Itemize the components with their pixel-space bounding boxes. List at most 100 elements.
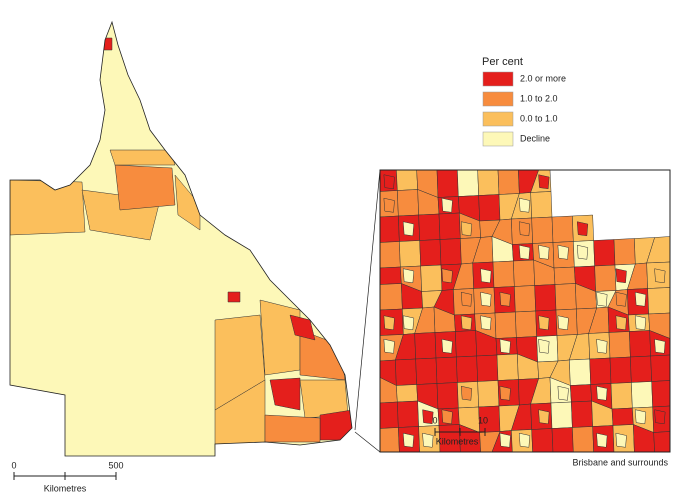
scale-label: 0 xyxy=(11,460,16,470)
inset-region xyxy=(631,381,653,409)
inset-region xyxy=(634,315,647,331)
inset-caption: Brisbane and surrounds xyxy=(572,457,668,467)
region xyxy=(227,291,241,303)
inset-region xyxy=(480,268,492,284)
inset-region xyxy=(476,354,499,382)
inset-region xyxy=(414,332,437,360)
inset-region xyxy=(554,283,577,311)
inset-region xyxy=(441,268,453,284)
region xyxy=(109,149,176,166)
inset-region xyxy=(613,238,636,266)
inset-region xyxy=(396,170,418,191)
inset-region xyxy=(553,266,576,285)
inset-region xyxy=(441,409,453,425)
inset-region xyxy=(615,268,627,284)
legend: 2.0 or more 1.0 to 2.0 0.0 to 1.0 Decline xyxy=(482,71,566,147)
region xyxy=(259,299,301,376)
inset-region xyxy=(593,239,616,267)
inset-region xyxy=(395,358,417,386)
inset-region xyxy=(647,287,670,315)
inset-region xyxy=(654,409,666,425)
inset-region xyxy=(397,400,419,428)
inset-region xyxy=(518,432,531,448)
inset-region xyxy=(380,215,400,243)
inset-region xyxy=(634,409,647,425)
inset-region xyxy=(456,355,478,383)
inset-region xyxy=(576,244,589,260)
inset-region xyxy=(557,385,569,401)
legend-label: 1.0 to 2.0 xyxy=(520,93,558,103)
inset-region xyxy=(441,197,453,213)
inset-region xyxy=(538,338,550,354)
inset-region xyxy=(396,384,418,403)
region xyxy=(269,377,301,411)
inset-region xyxy=(634,291,647,307)
inset-region xyxy=(538,174,550,190)
inset-region xyxy=(589,357,612,385)
inset-region xyxy=(460,315,473,331)
inset-region xyxy=(557,315,569,331)
inset-region xyxy=(402,432,415,448)
inset-region xyxy=(596,291,608,307)
inset-region xyxy=(576,221,589,237)
inset-region xyxy=(499,338,511,354)
inset-region xyxy=(651,380,670,408)
inset-region xyxy=(422,409,434,425)
inset-region xyxy=(478,194,501,222)
inset-region xyxy=(436,170,459,198)
inset-region xyxy=(419,239,442,267)
inset-region xyxy=(514,285,536,313)
inset-region xyxy=(608,331,631,359)
inset-region xyxy=(611,407,634,426)
inset-region xyxy=(518,221,531,237)
inset-region xyxy=(596,385,608,401)
inset-region xyxy=(653,431,670,452)
inset-region xyxy=(515,310,537,338)
inset-region xyxy=(439,238,462,266)
inset-region xyxy=(594,264,617,292)
inset-region xyxy=(629,330,651,358)
inset-region xyxy=(646,236,670,264)
legend-label: 2.0 or more xyxy=(520,73,566,83)
inset-region xyxy=(399,240,421,268)
inset-region xyxy=(477,170,500,196)
inset-region xyxy=(420,264,443,292)
inset-region xyxy=(531,216,554,244)
inset-region xyxy=(438,424,461,452)
inset-region xyxy=(402,315,415,331)
inset-region xyxy=(615,315,627,331)
legend-swatch xyxy=(482,91,514,107)
region xyxy=(289,314,316,341)
inset-region xyxy=(479,431,501,452)
inset-region xyxy=(499,291,511,307)
inset-region xyxy=(460,385,473,401)
inset-region xyxy=(494,311,517,339)
inset-region xyxy=(477,380,500,408)
inset-region xyxy=(530,191,553,219)
legend-label: 0.0 to 1.0 xyxy=(520,113,558,123)
inset-region xyxy=(438,212,461,240)
inset-region xyxy=(460,221,473,237)
legend-title: Per cent xyxy=(482,56,523,68)
region xyxy=(99,37,113,51)
inset-region xyxy=(499,432,511,448)
inset-region xyxy=(596,338,608,354)
inset-region xyxy=(615,432,627,448)
inset-region xyxy=(513,259,535,287)
region xyxy=(264,414,321,443)
inset-region xyxy=(531,428,554,452)
inset-region xyxy=(380,283,403,311)
inset-region xyxy=(455,330,477,358)
inset-region xyxy=(383,338,395,354)
inset-region xyxy=(460,291,473,307)
legend-swatch xyxy=(482,111,514,127)
inset-region xyxy=(436,382,459,410)
region xyxy=(319,409,352,441)
inset-region xyxy=(534,284,557,312)
inset-frame xyxy=(379,169,671,453)
inset-region xyxy=(538,244,550,260)
inset-region xyxy=(497,170,520,195)
inset-region xyxy=(418,213,441,241)
inset-region xyxy=(383,197,395,213)
scale-unit: Kilometres xyxy=(44,483,87,493)
